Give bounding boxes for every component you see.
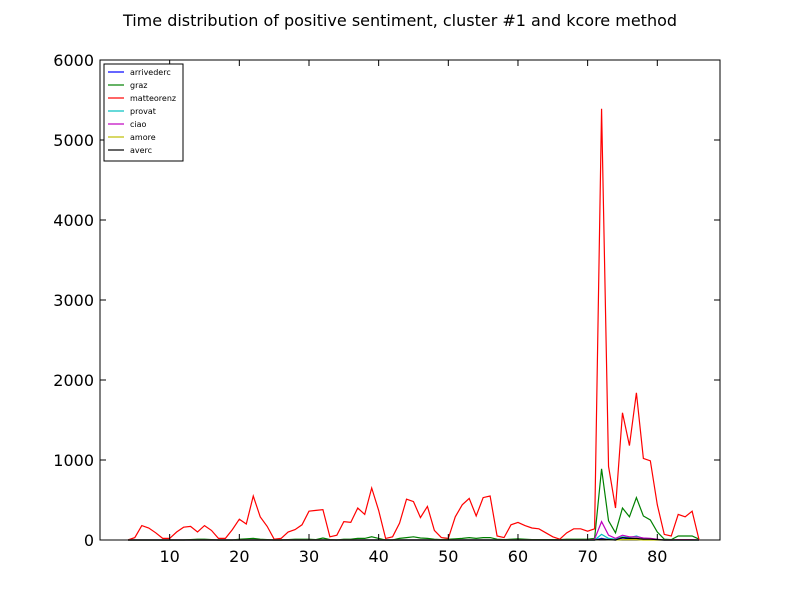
chart-legend: arrivederc graz matteorenz provat ciao amore a… xyxy=(103,63,184,162)
legend-label-matteorenz: matteorenz xyxy=(130,94,176,103)
x-tick-label: 60 xyxy=(508,547,528,566)
x-tick-label: 80 xyxy=(647,547,667,566)
x-tick-label: 20 xyxy=(229,547,249,566)
y-tick-label: 5000 xyxy=(53,131,94,150)
x-tick-label: 10 xyxy=(159,547,179,566)
series-line-matteorenz xyxy=(127,108,700,541)
y-tick-label: 2000 xyxy=(53,371,94,390)
x-tick-label: 70 xyxy=(577,547,597,566)
x-tick-label: 30 xyxy=(299,547,319,566)
legend-label-graz: graz xyxy=(130,81,147,90)
legend-label-provat: provat xyxy=(130,107,156,116)
axis-ticks: 10 20 30 40 50 60 70 80 0 1000 2000 3000 4000 5000 600… xyxy=(53,51,720,566)
plot-area xyxy=(99,59,721,541)
y-tick-label: 3000 xyxy=(53,291,94,310)
legend-label-amore: amore xyxy=(130,133,156,142)
y-tick-label: 6000 xyxy=(53,51,94,70)
x-tick-label: 40 xyxy=(368,547,388,566)
legend-label-averc: averc xyxy=(130,146,152,155)
legend-box xyxy=(103,63,184,162)
series-line-averc xyxy=(127,536,700,541)
chart-title: Time distribution of positive sentiment,… xyxy=(122,11,677,30)
legend-label-arrivederc: arrivederc xyxy=(130,68,171,77)
y-tick-label: 0 xyxy=(84,531,94,550)
x-tick-label: 50 xyxy=(438,547,458,566)
series-layer xyxy=(127,108,700,541)
y-tick-label: 1000 xyxy=(53,451,94,470)
legend-label-ciao: ciao xyxy=(130,120,147,129)
y-tick-label: 4000 xyxy=(53,211,94,230)
